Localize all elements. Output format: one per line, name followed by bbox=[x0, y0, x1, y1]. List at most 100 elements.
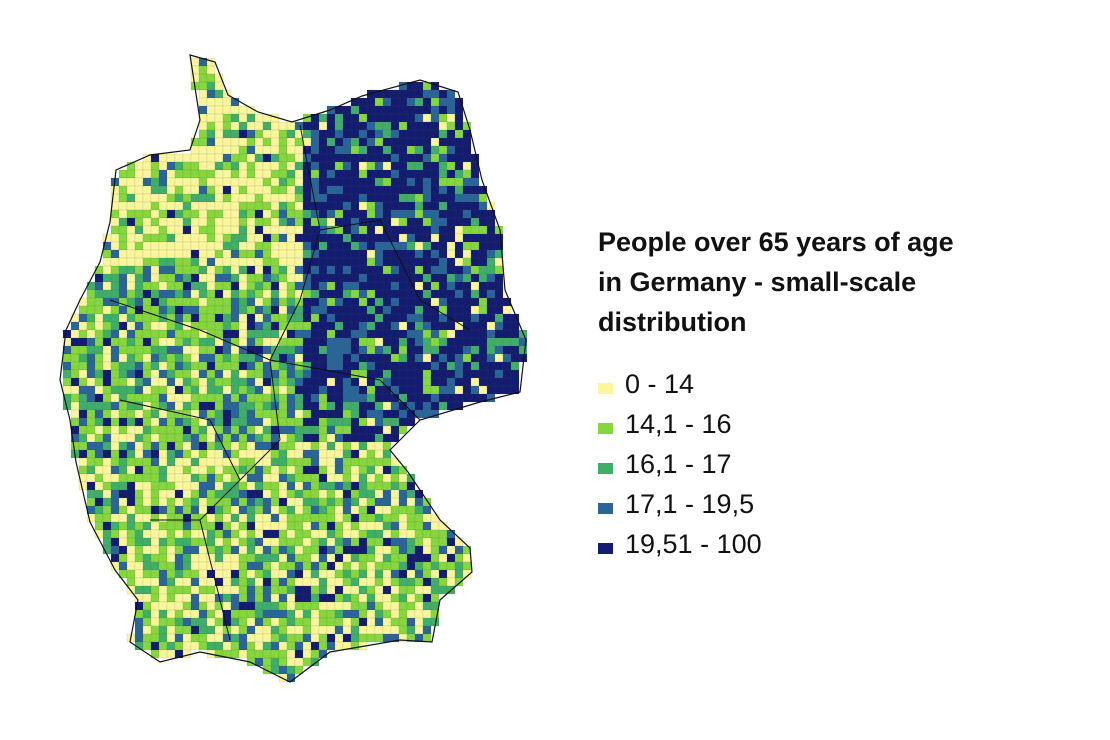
map-cell bbox=[94, 489, 104, 499]
map-cell bbox=[262, 625, 272, 635]
map-cell bbox=[126, 569, 136, 579]
map-cell bbox=[430, 153, 440, 163]
map-cell bbox=[358, 273, 368, 283]
map-cell bbox=[94, 433, 104, 443]
map-cell bbox=[422, 105, 432, 115]
map-cell bbox=[326, 401, 336, 411]
map-cell bbox=[374, 593, 384, 603]
map-cell bbox=[238, 129, 248, 139]
map-cell bbox=[382, 225, 392, 235]
map-cell bbox=[430, 545, 440, 555]
map-cell bbox=[286, 297, 296, 307]
map-cell bbox=[118, 409, 128, 419]
map-cell bbox=[182, 233, 192, 243]
map-cell bbox=[134, 409, 144, 419]
map-cell bbox=[454, 201, 464, 211]
map-cell bbox=[110, 505, 120, 515]
map-cell bbox=[230, 441, 240, 451]
map-cell bbox=[366, 537, 376, 547]
map-cell bbox=[262, 417, 272, 427]
map-cell bbox=[318, 449, 328, 459]
map-cell bbox=[142, 481, 152, 491]
map-cell bbox=[390, 353, 400, 363]
map-cell bbox=[294, 257, 304, 267]
map-cell bbox=[310, 153, 320, 163]
map-cell bbox=[134, 553, 144, 563]
map-cell bbox=[150, 465, 160, 475]
map-cell bbox=[454, 401, 464, 411]
map-cell bbox=[390, 369, 400, 379]
map-cell bbox=[230, 297, 240, 307]
map-cell bbox=[462, 289, 472, 299]
map-cell bbox=[238, 137, 248, 147]
map-cell bbox=[358, 233, 368, 243]
legend-label: 14,1 - 16 bbox=[625, 408, 732, 439]
map-cell bbox=[430, 265, 440, 275]
map-cell bbox=[182, 305, 192, 315]
map-cell bbox=[190, 153, 200, 163]
map-cell bbox=[390, 193, 400, 203]
map-cell bbox=[142, 201, 152, 211]
map-cell bbox=[382, 265, 392, 275]
map-cell bbox=[102, 521, 112, 531]
map-cell bbox=[462, 297, 472, 307]
map-cell bbox=[438, 105, 448, 115]
map-cell bbox=[358, 313, 368, 323]
map-cell bbox=[334, 193, 344, 203]
map-cell bbox=[214, 273, 224, 283]
map-cell bbox=[326, 481, 336, 491]
map-cell bbox=[230, 241, 240, 251]
map-cell bbox=[230, 433, 240, 443]
map-cell bbox=[166, 297, 176, 307]
map-cell bbox=[222, 113, 232, 123]
map-cell bbox=[510, 385, 520, 395]
map-cell bbox=[374, 601, 384, 611]
map-cell bbox=[102, 281, 112, 291]
map-cell bbox=[190, 57, 200, 67]
map-cell bbox=[462, 145, 472, 155]
map-cell bbox=[382, 409, 392, 419]
map-cell bbox=[118, 337, 128, 347]
map-cell bbox=[358, 569, 368, 579]
map-cell bbox=[358, 361, 368, 371]
map-cell bbox=[254, 337, 264, 347]
map-cell bbox=[390, 89, 400, 99]
map-cell bbox=[158, 265, 168, 275]
map-cell bbox=[134, 241, 144, 251]
map-cell bbox=[382, 329, 392, 339]
map-cell bbox=[182, 465, 192, 475]
map-cell bbox=[358, 633, 368, 643]
map-cell bbox=[246, 425, 256, 435]
map-cell bbox=[246, 553, 256, 563]
map-cell bbox=[390, 129, 400, 139]
map-cell bbox=[342, 193, 352, 203]
map-cell bbox=[406, 121, 416, 131]
map-cell bbox=[438, 569, 448, 579]
map-cell bbox=[102, 457, 112, 467]
map-cell bbox=[366, 257, 376, 267]
map-cell bbox=[110, 313, 120, 323]
map-cell bbox=[302, 385, 312, 395]
map-cell bbox=[222, 217, 232, 227]
map-cell bbox=[78, 449, 88, 459]
map-cell bbox=[94, 393, 104, 403]
map-cell bbox=[318, 209, 328, 219]
map-cell bbox=[414, 281, 424, 291]
map-cell bbox=[310, 169, 320, 179]
map-cell bbox=[214, 89, 224, 99]
map-cell bbox=[190, 569, 200, 579]
map-cell bbox=[238, 417, 248, 427]
map-cell bbox=[342, 561, 352, 571]
map-cell bbox=[94, 377, 104, 387]
map-cell bbox=[126, 329, 136, 339]
map-cell bbox=[198, 305, 208, 315]
map-cell bbox=[414, 137, 424, 147]
map-cell bbox=[150, 329, 160, 339]
map-cell bbox=[326, 353, 336, 363]
map-cell bbox=[118, 305, 128, 315]
map-cell bbox=[198, 593, 208, 603]
map-cell bbox=[414, 97, 424, 107]
map-cell bbox=[350, 313, 360, 323]
map-cell bbox=[190, 353, 200, 363]
map-cell bbox=[254, 209, 264, 219]
